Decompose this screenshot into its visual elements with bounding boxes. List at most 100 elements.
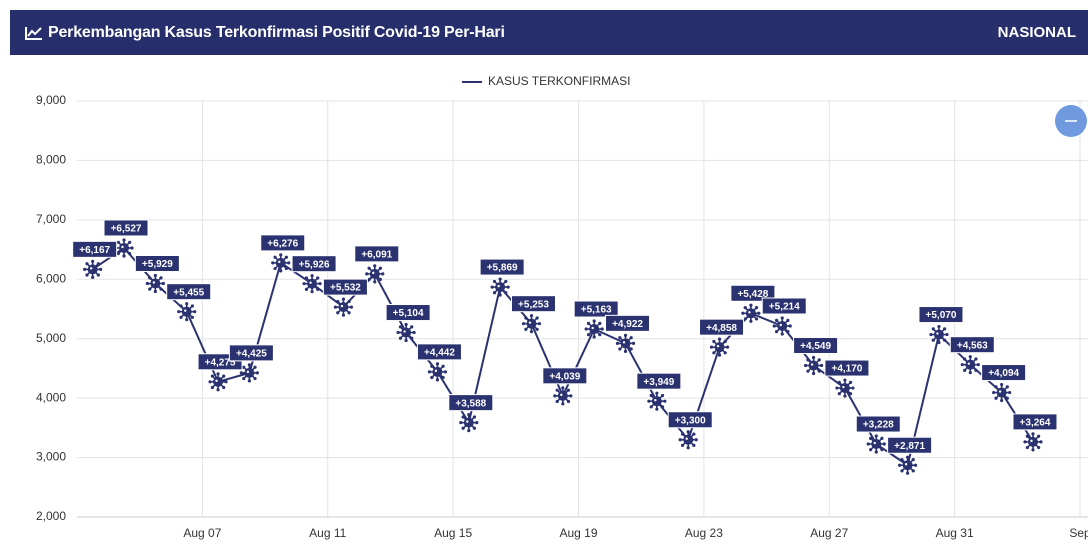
virus-dot (685, 437, 688, 440)
virus-dot (1030, 439, 1033, 443)
virus-spike-tip (190, 304, 194, 308)
virus-spike-tip (179, 304, 183, 308)
virus-spike-tip (410, 325, 414, 329)
virus-spike-tip (780, 316, 784, 320)
value-label: +5,926 (299, 259, 330, 270)
virus-body (777, 320, 788, 331)
virus-spike-tip (788, 324, 792, 328)
virus-marker (992, 382, 1012, 403)
virus-spike-tip (302, 282, 306, 286)
virus-spike-tip (247, 363, 251, 367)
value-label: +4,563 (957, 340, 988, 351)
virus-body (871, 439, 882, 450)
x-tick-label: Aug 11 (309, 526, 346, 540)
virus-spike-tip (623, 349, 628, 353)
virus-spike-tip (253, 376, 257, 381)
virus-spike-tip (692, 432, 696, 436)
virus-spike-tip (435, 362, 440, 366)
virus-spike-tip (398, 336, 403, 340)
virus-spike-tip (398, 325, 403, 329)
virus-spike-tip (709, 345, 714, 349)
virus-spike-tip (435, 378, 440, 382)
virus-dot (152, 281, 156, 284)
virus-spike-tip (253, 365, 257, 369)
virus-spike-tip (692, 443, 696, 447)
zoom-out-button[interactable] (1055, 105, 1087, 137)
value-label: +5,104 (393, 308, 424, 319)
virus-spike-tip (461, 415, 465, 419)
x-tick-label: Aug 27 (810, 526, 848, 540)
virus-spike-tip (247, 379, 251, 383)
virus-spike-tip (459, 421, 463, 425)
virus-spike-tip (490, 285, 494, 289)
value-label-box (228, 344, 274, 362)
virus-spike-tip (122, 238, 126, 242)
virus-body (620, 338, 631, 349)
virus-marker (741, 303, 761, 323)
value-label: +5,214 (769, 302, 800, 313)
virus-spike-tip (242, 376, 246, 381)
virus-dot (779, 323, 782, 327)
value-label-box (730, 284, 776, 302)
virus-spike-tip (848, 392, 853, 396)
virus-spike-tip (911, 469, 915, 473)
virus-marker (302, 274, 322, 294)
virus-spike-tip (1005, 396, 1009, 400)
virus-spike-tip (441, 364, 445, 368)
virus-spike-tip (535, 327, 539, 331)
virus-marker (553, 386, 573, 406)
virus-spike-tip (686, 430, 690, 434)
virus-spike-tip (569, 394, 573, 398)
virus-spike-tip (381, 272, 385, 276)
value-label-box (510, 295, 556, 313)
virus-marker (521, 314, 542, 334)
value-label: +4,858 (706, 323, 737, 334)
virus-spike-tip (584, 327, 588, 331)
virus-spike-tip (555, 388, 559, 392)
virus-spike-tip (1039, 440, 1043, 444)
virus-spike-tip (161, 281, 165, 286)
virus-spike-tip (349, 305, 354, 309)
virus-spike-tip (504, 279, 508, 284)
virus-spike-tip (179, 315, 183, 319)
virus-spike-tip (1037, 445, 1041, 450)
virus-spike-tip (741, 311, 745, 315)
virus-dot (810, 363, 814, 366)
virus-spike-tip (304, 287, 309, 291)
virus-spike-tip (963, 357, 967, 361)
value-label-box (981, 364, 1027, 382)
virus-spike-tip (153, 273, 157, 278)
virus-spike-tip (279, 253, 283, 257)
virus-spike-tip (994, 385, 998, 389)
virus-spike-tip (128, 240, 132, 244)
virus-spike-tip (678, 438, 682, 442)
virus-spike-tip (600, 327, 604, 331)
virus-spike-tip (968, 371, 972, 375)
virus-spike-tip (224, 380, 228, 384)
virus-body (244, 367, 255, 378)
virus-marker (459, 413, 479, 433)
virus-spike-tip (655, 407, 659, 411)
value-label: +6,091 (361, 250, 392, 261)
virus-spike-tip (694, 438, 698, 442)
virus-dot (842, 385, 845, 389)
virus-spike-tip (598, 321, 602, 325)
virus-spike-tip (524, 316, 528, 320)
value-label-box (291, 255, 337, 273)
virus-spike-tip (943, 327, 947, 331)
virus-marker (615, 333, 636, 353)
value-label: +4,094 (988, 368, 1019, 379)
virus-body (808, 360, 819, 371)
virus-spike-tip (712, 351, 716, 355)
x-tick-label: Aug 07 (183, 526, 221, 540)
virus-spike-tip (848, 380, 853, 384)
virus-marker (114, 238, 134, 258)
virus-spike-tip (148, 287, 152, 291)
virus-spike-tip (680, 443, 685, 447)
virus-spike-tip (615, 341, 620, 345)
y-tick-label: 9,000 (36, 93, 66, 107)
virus-spike-tip (900, 457, 904, 462)
virus-spike-tip (159, 287, 163, 291)
virus-spike-tip (529, 330, 534, 334)
